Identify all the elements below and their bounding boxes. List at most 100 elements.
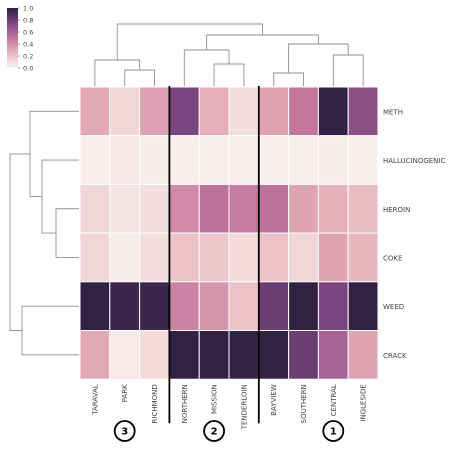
heatmap-cell bbox=[317, 232, 349, 283]
heatmap-cell bbox=[317, 183, 349, 234]
heatmap-cell bbox=[258, 281, 290, 331]
dendrogram-link bbox=[9, 153, 30, 331]
heatmap-cell bbox=[168, 86, 200, 137]
cluster-divider-lines bbox=[168, 86, 260, 424]
colorbar-gradient bbox=[7, 8, 18, 68]
column-label: MISSION bbox=[211, 384, 219, 414]
cluster-marker-label: 2 bbox=[211, 427, 218, 438]
heatmap-cell bbox=[109, 330, 141, 380]
heatmap-cell bbox=[109, 232, 141, 283]
heatmap-cell bbox=[288, 281, 319, 331]
dendrogram-link bbox=[273, 72, 304, 86]
column-dendrogram bbox=[94, 23, 364, 86]
heatmap-cell bbox=[317, 281, 349, 331]
heatmap-cell bbox=[228, 135, 260, 185]
dendrogram-link bbox=[21, 305, 79, 356]
heatmap-cell bbox=[258, 330, 290, 380]
column-label: BAYVIEW bbox=[270, 384, 278, 416]
column-label: RICHMOND bbox=[151, 384, 159, 423]
dendrogram-link bbox=[29, 110, 79, 198]
heatmap-cell bbox=[198, 86, 230, 137]
heatmap-cell bbox=[228, 232, 260, 283]
dendrogram-link bbox=[55, 208, 79, 258]
heatmap-cell bbox=[109, 281, 141, 331]
dendrogram-link bbox=[94, 59, 141, 86]
colorbar-tick-label: 0.4 bbox=[23, 41, 33, 49]
row-label: COKE bbox=[383, 254, 402, 262]
heatmap-cell bbox=[139, 281, 170, 331]
heatmap-cell bbox=[317, 135, 349, 185]
heatmap-cell bbox=[288, 183, 319, 234]
row-label: WEED bbox=[383, 303, 404, 311]
column-label: CENTRAL bbox=[330, 384, 338, 416]
row-label: CRACK bbox=[383, 352, 407, 360]
heatmap-cell bbox=[168, 281, 200, 331]
colorbar-tick-label: 0.8 bbox=[23, 17, 33, 25]
heatmap-cell bbox=[79, 135, 111, 185]
heatmap-cell bbox=[288, 86, 319, 137]
cluster-marker-circle bbox=[203, 420, 226, 442]
heatmap-cell bbox=[228, 330, 260, 380]
heatmap-cell bbox=[109, 135, 141, 185]
row-label: METH bbox=[383, 108, 403, 116]
heatmap-cell bbox=[109, 183, 141, 234]
heatmap-cell bbox=[228, 281, 260, 331]
heatmap-cell bbox=[139, 183, 170, 234]
heatmap-cell bbox=[258, 232, 290, 283]
colorbar-tick-label: 0.2 bbox=[23, 53, 33, 61]
cluster-marker-circle bbox=[322, 420, 345, 442]
heatmap-cell bbox=[139, 135, 170, 185]
column-label: INGLESIDE bbox=[360, 384, 368, 421]
heatmap-cell bbox=[228, 86, 260, 137]
row-label: HEROIN bbox=[383, 206, 410, 214]
column-label: SOUTHERN bbox=[300, 384, 308, 423]
heatmap-cell bbox=[347, 281, 379, 331]
heatmap-grid bbox=[79, 86, 379, 380]
dendrogram-link bbox=[124, 69, 155, 86]
dendrogram-link bbox=[213, 63, 245, 86]
heatmap-cell bbox=[79, 281, 111, 331]
heatmap-cell bbox=[258, 135, 290, 185]
heatmap-cell bbox=[168, 183, 200, 234]
dendrogram-link bbox=[183, 49, 230, 86]
heatmap-cell bbox=[258, 183, 290, 234]
heatmap-cell bbox=[139, 86, 170, 137]
heatmap-cell bbox=[198, 232, 230, 283]
heatmap-cell bbox=[168, 232, 200, 283]
dendrogram-link bbox=[116, 23, 263, 60]
heatmap-cell bbox=[139, 232, 170, 283]
heatmap-cell bbox=[139, 330, 170, 380]
heatmap-cell bbox=[79, 232, 111, 283]
row-labels: METH HALLUCINOGENIC HEROIN COKE WEED CRACK bbox=[383, 108, 445, 360]
cluster-marker-label: 3 bbox=[121, 427, 128, 438]
cluster-marker-circle bbox=[113, 420, 136, 442]
heatmap-cell bbox=[109, 86, 141, 137]
heatmap-cell bbox=[317, 86, 349, 137]
heatmap-cell bbox=[347, 330, 379, 380]
heatmap-cell bbox=[288, 330, 319, 380]
heatmap-cell bbox=[347, 183, 379, 234]
heatmap-cell bbox=[288, 135, 319, 185]
dendrogram-link bbox=[332, 54, 364, 86]
cluster-markers: 3 2 1 bbox=[113, 420, 345, 442]
heatmap-cell bbox=[168, 135, 200, 185]
dendrogram-link bbox=[41, 159, 79, 234]
cluster-marker-label: 1 bbox=[330, 427, 337, 438]
colorbar-tick-label: 1.0 bbox=[23, 5, 33, 13]
colorbar: 1.0 0.8 0.6 0.4 0.2 0.0 bbox=[7, 5, 33, 73]
heatmap-cell bbox=[79, 183, 111, 234]
column-label: TENDERLOIN bbox=[240, 384, 248, 430]
colorbar-tick-label: 0.6 bbox=[23, 29, 33, 37]
column-labels: TARAVAL PARK RICHMOND NORTHERN MISSION TENDER… bbox=[91, 384, 367, 430]
heatmap-cell bbox=[79, 330, 111, 380]
heatmap-cell bbox=[317, 330, 349, 380]
heatmap-cell bbox=[347, 135, 379, 185]
heatmap-cell bbox=[168, 330, 200, 380]
column-label: TARAVAL bbox=[91, 384, 99, 416]
heatmap-cell bbox=[79, 86, 111, 137]
heatmap-cell bbox=[198, 183, 230, 234]
heatmap-cell bbox=[347, 232, 379, 283]
colorbar-tick-label: 0.0 bbox=[23, 65, 33, 73]
heatmap-cell bbox=[347, 86, 379, 137]
